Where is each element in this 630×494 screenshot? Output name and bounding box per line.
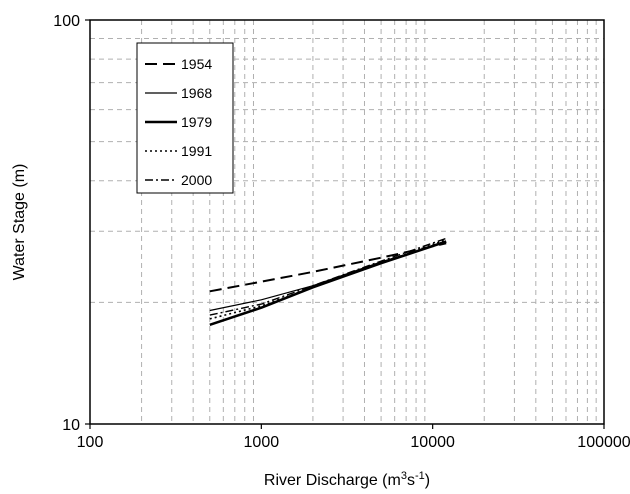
legend: 1954 1968 1979 1991 2000: [136, 42, 234, 194]
legend-label-1968: 1968: [181, 85, 212, 101]
legend-label-1954: 1954: [181, 56, 212, 72]
x-tick-label: 100: [77, 434, 104, 451]
x-axis-title: River Discharge (m3s-1): [264, 470, 430, 489]
x-tick-label: 100000: [577, 434, 630, 451]
series-line-1979: [209, 240, 447, 327]
legend-label-1979: 1979: [181, 114, 212, 130]
y-tick-label: 10: [62, 417, 80, 434]
legend-label-1991: 1991: [181, 143, 212, 159]
x-tick-label: 1000: [244, 434, 280, 451]
y-tick-label: 100: [53, 13, 80, 30]
x-tick-label: 10000: [410, 434, 455, 451]
plot-frame: [89, 19, 605, 425]
grid: [90, 20, 604, 424]
series-line-1991: [209, 238, 447, 320]
series-line-2000: [209, 237, 447, 316]
y-axis-title: Water Stage (m): [11, 164, 28, 281]
legend-label-2000: 2000: [181, 172, 212, 188]
legend-box: [136, 42, 234, 194]
series-lines: [209, 237, 447, 327]
